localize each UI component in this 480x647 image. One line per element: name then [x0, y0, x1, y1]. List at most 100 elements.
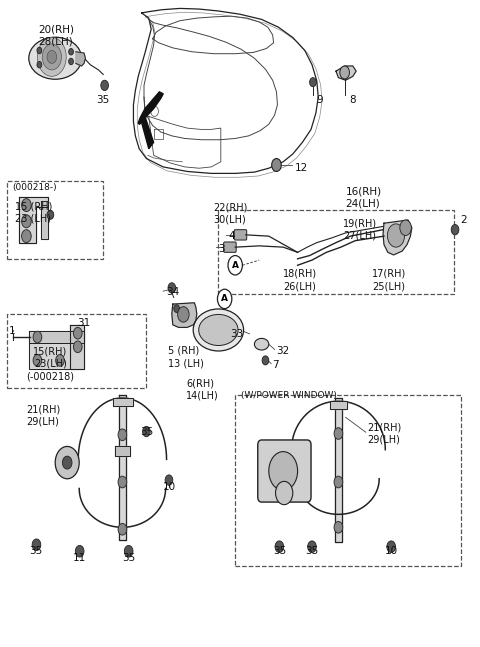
- Circle shape: [37, 47, 42, 54]
- Circle shape: [118, 523, 127, 535]
- Circle shape: [73, 327, 82, 339]
- Polygon shape: [172, 303, 197, 327]
- Circle shape: [56, 355, 64, 366]
- Text: 11: 11: [72, 553, 86, 563]
- Ellipse shape: [193, 309, 243, 351]
- Circle shape: [310, 78, 316, 87]
- Circle shape: [32, 539, 41, 551]
- Circle shape: [33, 355, 42, 366]
- Circle shape: [281, 488, 288, 498]
- Circle shape: [276, 481, 293, 505]
- Text: 35: 35: [305, 546, 319, 556]
- Circle shape: [124, 545, 133, 557]
- Text: 1: 1: [9, 326, 15, 336]
- Circle shape: [308, 541, 316, 553]
- Circle shape: [334, 476, 343, 488]
- Text: 18(RH)
26(LH): 18(RH) 26(LH): [283, 269, 317, 291]
- Bar: [218, 210, 454, 294]
- Text: 34: 34: [166, 287, 180, 298]
- Circle shape: [269, 452, 298, 490]
- Circle shape: [42, 44, 61, 70]
- Text: 33: 33: [230, 329, 244, 339]
- Polygon shape: [29, 343, 70, 369]
- Circle shape: [174, 305, 180, 313]
- Circle shape: [400, 220, 411, 236]
- Circle shape: [228, 256, 242, 275]
- Polygon shape: [119, 395, 126, 540]
- Circle shape: [217, 289, 232, 309]
- Text: 35: 35: [273, 546, 286, 556]
- Polygon shape: [29, 331, 84, 343]
- Text: 16(RH)
24(LH): 16(RH) 24(LH): [346, 186, 382, 208]
- Text: 3: 3: [218, 244, 225, 254]
- Ellipse shape: [29, 37, 82, 80]
- FancyBboxPatch shape: [224, 242, 236, 252]
- Circle shape: [101, 80, 108, 91]
- Polygon shape: [76, 52, 85, 66]
- Circle shape: [118, 429, 127, 441]
- Polygon shape: [41, 201, 48, 239]
- Polygon shape: [19, 197, 48, 243]
- Text: 32: 32: [276, 345, 289, 356]
- Polygon shape: [330, 401, 347, 409]
- Text: 9: 9: [316, 95, 323, 105]
- Circle shape: [55, 446, 79, 479]
- Circle shape: [47, 50, 57, 63]
- Polygon shape: [142, 116, 154, 149]
- FancyBboxPatch shape: [234, 230, 247, 240]
- Text: A: A: [232, 261, 239, 270]
- Text: 21(RH)
29(LH): 21(RH) 29(LH): [367, 422, 401, 444]
- Polygon shape: [70, 325, 84, 369]
- Text: 10: 10: [162, 481, 176, 492]
- Text: 8: 8: [349, 95, 356, 105]
- Circle shape: [47, 210, 54, 219]
- Polygon shape: [383, 220, 412, 255]
- Polygon shape: [335, 398, 342, 542]
- Bar: [235, 395, 461, 566]
- Text: A: A: [221, 294, 228, 303]
- Text: 2: 2: [460, 215, 467, 225]
- Circle shape: [37, 38, 66, 76]
- Circle shape: [340, 66, 349, 79]
- Circle shape: [277, 463, 289, 479]
- Text: 15 (RH)
23 (LH): 15 (RH) 23 (LH): [15, 201, 53, 223]
- Circle shape: [334, 521, 343, 533]
- Circle shape: [62, 456, 72, 469]
- Text: 31: 31: [77, 318, 91, 329]
- Polygon shape: [336, 66, 356, 80]
- Circle shape: [165, 475, 173, 485]
- Text: 12: 12: [295, 163, 309, 173]
- Text: (W/POWER WINDOW): (W/POWER WINDOW): [241, 391, 337, 400]
- Text: 20(RH)
28(LH): 20(RH) 28(LH): [38, 25, 74, 47]
- Circle shape: [75, 545, 84, 557]
- Text: 4: 4: [228, 231, 235, 241]
- Ellipse shape: [254, 338, 269, 350]
- Circle shape: [334, 428, 343, 439]
- Bar: [7, 314, 146, 388]
- Text: 7: 7: [272, 360, 279, 370]
- Polygon shape: [138, 92, 163, 124]
- Text: 35: 35: [96, 95, 110, 105]
- Circle shape: [387, 541, 396, 553]
- Polygon shape: [113, 398, 133, 406]
- Text: 5 (RH)
13 (LH): 5 (RH) 13 (LH): [168, 346, 204, 368]
- Circle shape: [33, 331, 42, 343]
- Circle shape: [37, 61, 42, 68]
- Circle shape: [69, 49, 73, 55]
- Circle shape: [168, 283, 176, 293]
- Text: 10: 10: [384, 546, 398, 556]
- Circle shape: [387, 224, 405, 247]
- Text: 35: 35: [29, 546, 43, 556]
- Text: 19(RH)
27(LH): 19(RH) 27(LH): [343, 219, 377, 241]
- Bar: [7, 181, 103, 259]
- Text: 35: 35: [122, 553, 135, 563]
- Text: 6(RH)
14(LH): 6(RH) 14(LH): [186, 378, 219, 400]
- Text: 17(RH)
25(LH): 17(RH) 25(LH): [372, 269, 406, 291]
- Text: 15(RH)
23(LH)
(-000218): 15(RH) 23(LH) (-000218): [26, 346, 74, 381]
- FancyBboxPatch shape: [258, 440, 311, 502]
- Circle shape: [178, 307, 189, 322]
- Text: 35: 35: [140, 427, 153, 437]
- Circle shape: [451, 225, 459, 235]
- Circle shape: [69, 58, 73, 65]
- Ellipse shape: [199, 314, 238, 345]
